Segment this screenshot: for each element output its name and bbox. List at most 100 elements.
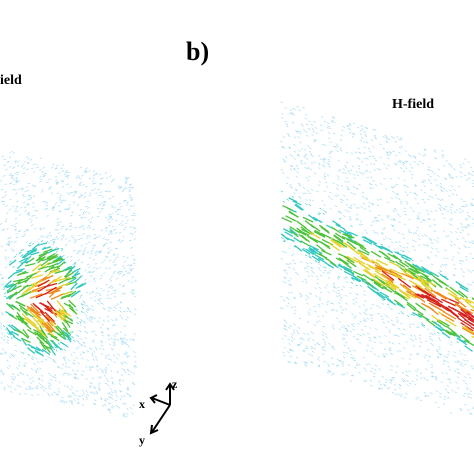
field-arrow bbox=[113, 292, 117, 295]
field-arrow bbox=[4, 249, 7, 252]
field-arrow bbox=[446, 288, 458, 297]
field-arrow bbox=[355, 364, 359, 367]
field-arrow bbox=[2, 373, 5, 376]
field-arrow bbox=[13, 226, 17, 228]
field-arrow bbox=[428, 355, 431, 358]
field-arrow bbox=[359, 220, 362, 223]
field-arrow bbox=[14, 218, 18, 220]
field-arrow bbox=[368, 187, 372, 190]
field-arrow bbox=[14, 210, 17, 213]
field-arrow bbox=[76, 369, 79, 372]
field-arrow bbox=[31, 323, 42, 332]
field-arrow bbox=[311, 155, 314, 158]
field-arrow bbox=[83, 311, 86, 315]
field-arrow bbox=[71, 385, 74, 389]
field-arrow bbox=[345, 330, 349, 333]
field-arrow bbox=[373, 134, 376, 137]
field-arrow bbox=[464, 227, 468, 229]
field-arrow bbox=[106, 294, 110, 296]
field-arrow bbox=[467, 161, 470, 164]
field-arrow bbox=[326, 126, 329, 129]
field-arrow bbox=[22, 172, 26, 175]
field-arrow bbox=[293, 245, 297, 248]
field-arrow bbox=[302, 187, 306, 190]
field-arrow bbox=[433, 321, 443, 329]
field-arrow bbox=[412, 323, 415, 326]
field-arrow bbox=[108, 267, 111, 270]
field-arrow bbox=[114, 338, 117, 341]
field-arrow bbox=[348, 122, 351, 125]
field-arrow bbox=[3, 164, 7, 166]
field-arrow bbox=[381, 219, 384, 221]
field-arrow bbox=[58, 210, 62, 213]
field-arrow bbox=[395, 183, 399, 186]
field-arrow bbox=[450, 412, 453, 415]
field-arrow bbox=[395, 316, 399, 319]
field-arrow bbox=[26, 248, 37, 253]
field-arrow bbox=[329, 141, 332, 143]
field-arrow bbox=[297, 154, 300, 156]
field-arrow bbox=[435, 247, 438, 250]
field-arrow bbox=[9, 385, 12, 389]
field-arrow bbox=[374, 219, 377, 222]
field-arrow bbox=[444, 263, 448, 266]
field-arrow bbox=[133, 227, 137, 230]
field-arrow bbox=[352, 325, 355, 328]
field-arrow bbox=[332, 220, 341, 227]
field-arrow bbox=[64, 228, 68, 231]
field-arrow bbox=[413, 156, 417, 159]
field-arrow bbox=[93, 350, 96, 353]
field-arrow bbox=[413, 185, 417, 187]
field-arrow bbox=[107, 384, 110, 387]
field-arrow bbox=[334, 195, 338, 197]
field-arrow bbox=[71, 211, 74, 213]
field-arrow bbox=[18, 364, 21, 367]
field-arrow bbox=[321, 346, 324, 349]
field-arrow bbox=[63, 261, 66, 264]
field-arrow bbox=[372, 128, 375, 131]
field-arrow bbox=[329, 269, 332, 272]
field-arrow bbox=[47, 242, 51, 244]
field-arrow bbox=[343, 215, 346, 218]
field-arrow bbox=[0, 336, 3, 339]
field-arrow bbox=[304, 166, 307, 169]
field-arrow bbox=[287, 326, 291, 329]
field-arrow bbox=[132, 205, 135, 207]
field-arrow bbox=[47, 384, 51, 387]
field-arrow bbox=[134, 230, 137, 233]
field-arrow bbox=[311, 255, 321, 262]
field-arrow bbox=[392, 150, 395, 153]
field-arrow bbox=[108, 402, 112, 405]
field-arrow bbox=[2, 325, 6, 328]
field-arrow bbox=[428, 218, 431, 221]
field-arrow bbox=[19, 385, 22, 388]
field-arrow bbox=[324, 144, 327, 147]
field-arrow bbox=[393, 207, 397, 210]
field-arrow bbox=[398, 349, 402, 352]
field-arrow bbox=[310, 266, 314, 269]
field-arrow bbox=[332, 348, 336, 350]
field-arrow bbox=[345, 327, 348, 330]
field-arrow bbox=[407, 250, 410, 253]
field-arrow bbox=[362, 239, 373, 245]
field-arrow bbox=[36, 253, 46, 261]
field-arrow bbox=[356, 250, 369, 259]
field-arrow bbox=[328, 242, 340, 252]
field-arrow bbox=[3, 292, 7, 295]
field-arrow bbox=[123, 186, 127, 189]
field-arrow bbox=[39, 169, 42, 172]
field-arrow bbox=[465, 256, 468, 258]
field-arrow bbox=[358, 371, 361, 374]
field-arrow bbox=[78, 177, 82, 180]
field-arrow bbox=[56, 237, 59, 240]
field-arrow bbox=[114, 263, 117, 266]
field-arrow bbox=[2, 371, 5, 375]
field-arrow bbox=[34, 386, 38, 389]
field-arrow bbox=[18, 252, 21, 255]
field-arrow bbox=[346, 329, 349, 332]
field-arrow bbox=[375, 159, 378, 162]
field-arrow bbox=[22, 321, 32, 330]
field-arrow bbox=[430, 372, 433, 375]
field-arrow bbox=[17, 171, 20, 173]
field-arrow bbox=[56, 325, 66, 335]
